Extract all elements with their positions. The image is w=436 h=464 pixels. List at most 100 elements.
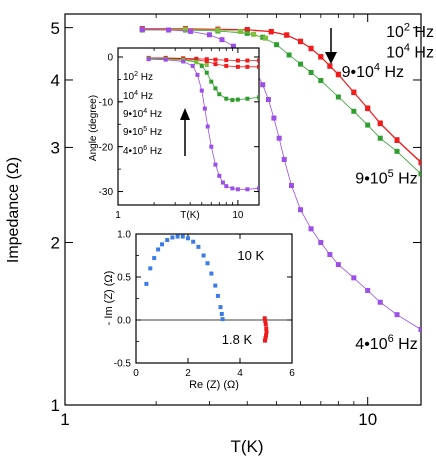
- angle-legend-label: 4•106 Hz: [123, 145, 162, 157]
- nyquist-x-tick-label: 4: [237, 368, 243, 379]
- main-point: [274, 42, 280, 48]
- nyquist-point: [156, 247, 161, 252]
- nyquist-point: [186, 236, 190, 241]
- main-y-tick-label: 5: [51, 19, 60, 38]
- main-point: [418, 171, 421, 177]
- nyquist-x-tick-label: 0: [133, 368, 139, 379]
- angle-point: [202, 106, 207, 111]
- angle-up-arrow-head: [180, 108, 190, 120]
- main-y-tick-label: 3: [51, 139, 60, 158]
- nyquist-x-tick-label: 2: [185, 368, 191, 379]
- angle-point: [257, 95, 259, 100]
- main-point: [230, 43, 236, 49]
- main-point: [365, 122, 371, 128]
- main-series-line: [142, 28, 421, 164]
- main-point: [276, 135, 282, 141]
- main-point: [418, 326, 421, 332]
- main-legend-label: 9•104 Hz: [342, 61, 404, 81]
- angle-point: [190, 63, 195, 68]
- main-point: [327, 252, 333, 258]
- main-point: [188, 28, 194, 34]
- angle-point: [230, 98, 235, 103]
- angle-point: [204, 57, 209, 62]
- nyquist-series-label: 10 K: [237, 248, 264, 263]
- angle-point: [235, 58, 240, 63]
- angle-point: [224, 63, 229, 68]
- angle-point: [209, 144, 214, 149]
- main-point: [281, 156, 287, 162]
- angle-point: [204, 63, 209, 68]
- angle-point: [224, 184, 229, 189]
- nyquist-point: [264, 330, 269, 335]
- main-y-axis-label: Impedance (Ω): [5, 157, 22, 263]
- nyquist-point: [220, 317, 225, 322]
- angle-point: [245, 96, 250, 101]
- main-point: [263, 35, 269, 41]
- angle-y-tick-label: 0: [107, 53, 113, 64]
- angle-point: [224, 96, 229, 101]
- nyquist-point: [201, 253, 206, 258]
- angle-point: [245, 187, 250, 192]
- angle-y-tick-label: -10: [99, 97, 114, 108]
- angle-x-tick-label: 10: [232, 210, 244, 221]
- main-point: [365, 106, 371, 112]
- angle-point: [204, 70, 209, 75]
- nyquist-x-axis-label: Re (Z) (Ω): [189, 379, 239, 391]
- angle-legend-label: 104 Hz: [123, 90, 153, 102]
- nyquist-point: [191, 239, 196, 244]
- main-legend-label: 104 Hz: [386, 42, 434, 62]
- angle-series-line: [148, 57, 259, 68]
- nyquist-y-tick-label: 1.0: [117, 230, 131, 241]
- angle-point: [181, 59, 186, 64]
- nyquist-point: [165, 238, 170, 243]
- nyquist-point: [264, 326, 269, 331]
- main-point: [308, 46, 314, 52]
- main-series-line: [142, 29, 421, 175]
- angle-x-axis-label: T(K): [180, 210, 199, 221]
- main-point: [335, 262, 341, 268]
- main-point: [182, 27, 188, 33]
- angle-point: [217, 92, 222, 97]
- main-point: [308, 69, 314, 75]
- angle-frame: [117, 47, 260, 206]
- angle-point: [195, 72, 200, 77]
- angle-x-tick-label: 1: [115, 210, 121, 221]
- main-point: [418, 160, 421, 166]
- nyquist-y-axis-label: - Im (Z) (Ω): [103, 271, 115, 326]
- angle-y-axis-label: Angle (degree): [88, 95, 99, 161]
- main-point: [351, 275, 357, 281]
- angle-point: [235, 97, 240, 102]
- nyquist-x-tick-label: 6: [289, 368, 295, 379]
- inset-angle-chart: 1 10 0 -10 -20 -30 T(K) Angle (degree) 102 Hz 104…: [88, 47, 260, 221]
- nyquist-point: [209, 271, 214, 276]
- angle-point: [235, 187, 240, 192]
- angle-legend-label: 102 Hz: [123, 71, 153, 83]
- nyquist-plot-area: [144, 234, 269, 343]
- angle-point: [220, 180, 225, 185]
- nyquist-point: [180, 234, 185, 239]
- angle-point: [257, 58, 259, 63]
- angle-point: [199, 63, 204, 68]
- main-point: [351, 90, 357, 96]
- main-point: [377, 121, 383, 127]
- angle-point: [205, 124, 210, 129]
- nyquist-point: [175, 234, 180, 239]
- main-point: [394, 137, 400, 143]
- angle-point: [163, 57, 168, 62]
- angle-point: [213, 57, 218, 62]
- main-point: [244, 30, 250, 36]
- nyquist-point: [219, 311, 224, 316]
- main-point: [166, 27, 172, 33]
- main-point: [284, 32, 290, 38]
- main-point: [237, 28, 243, 34]
- angle-point: [217, 173, 222, 178]
- nyquist-point: [196, 244, 201, 249]
- main-point: [215, 27, 221, 33]
- angle-point: [213, 62, 218, 67]
- main-x-axis-label: T(K): [230, 437, 263, 456]
- main-point: [206, 32, 212, 38]
- nyquist-point: [262, 316, 267, 321]
- main-point: [298, 207, 304, 213]
- angle-point: [230, 186, 235, 191]
- main-point: [271, 115, 277, 121]
